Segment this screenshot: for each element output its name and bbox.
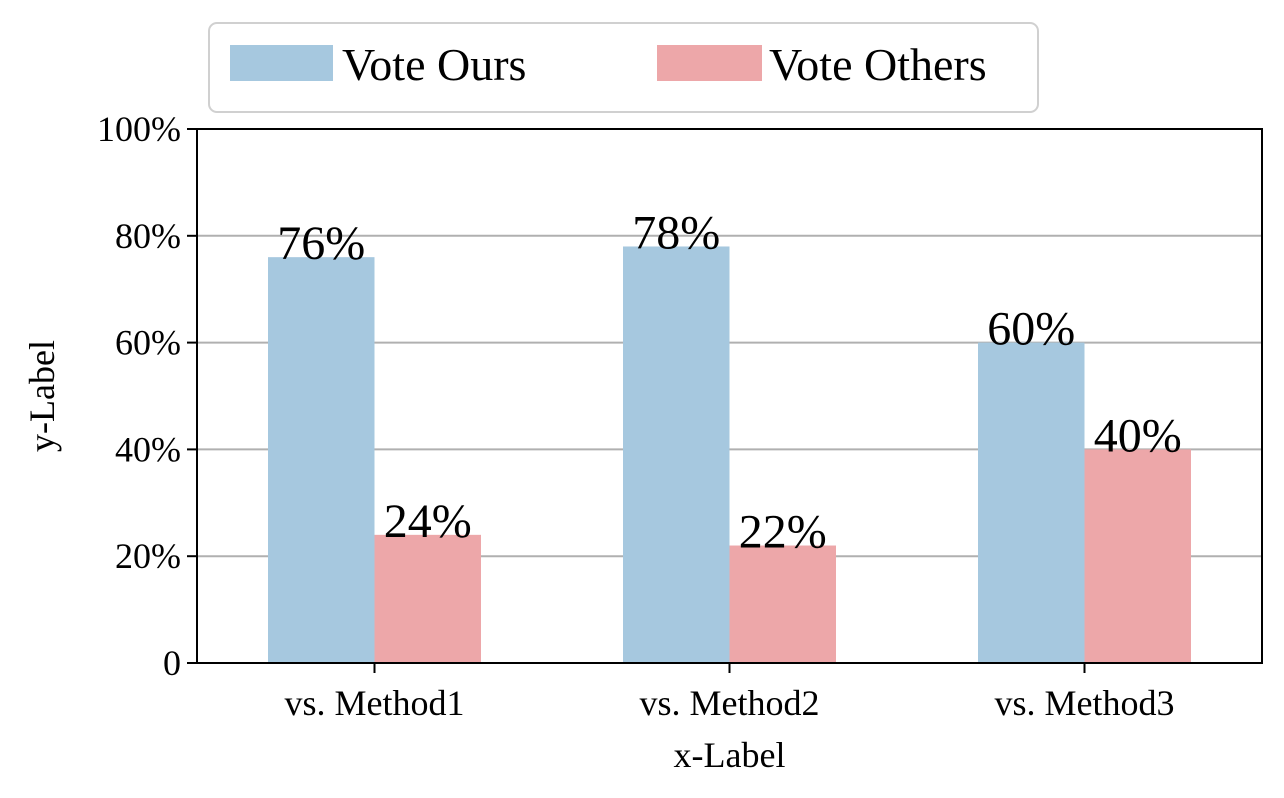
bar	[729, 545, 836, 663]
data-label: 24%	[384, 495, 472, 548]
data-labels: 76% 24% 78% 22% 60% 40%	[277, 206, 1181, 558]
legend-swatch-vote-others	[657, 45, 762, 81]
x-tick-label: vs. Method2	[640, 683, 820, 723]
data-label: 76%	[277, 217, 365, 270]
data-label: 22%	[739, 506, 827, 559]
y-tick-label: 100%	[97, 109, 181, 149]
legend-swatch-vote-ours	[230, 45, 333, 81]
legend-label-vote-ours: Vote Ours	[342, 39, 526, 90]
data-label: 60%	[987, 303, 1075, 356]
y-tick-label: 40%	[115, 429, 181, 469]
y-tick-label: 0	[163, 643, 181, 683]
x-tick-label: vs. Method1	[285, 683, 465, 723]
bar	[978, 342, 1085, 663]
bar	[1084, 449, 1191, 663]
y-axis-ticks: 0 20% 40% 60% 80% 100%	[97, 109, 197, 683]
y-tick-label: 20%	[115, 536, 181, 576]
bar	[623, 246, 730, 664]
data-label: 40%	[1094, 409, 1182, 462]
bar	[374, 534, 481, 663]
x-tick-label: vs. Method3	[995, 683, 1175, 723]
legend-frame	[208, 22, 1039, 113]
y-axis-label: y-Label	[22, 340, 62, 452]
bar	[268, 257, 375, 663]
legend-label-vote-others: Vote Others	[769, 39, 987, 90]
data-label: 78%	[632, 206, 720, 259]
legend: Vote Ours Vote Others	[208, 22, 1039, 113]
x-axis-label: x-Label	[674, 735, 786, 775]
bars	[268, 246, 1191, 664]
y-tick-label: 80%	[115, 216, 181, 256]
y-tick-label: 60%	[115, 323, 181, 363]
x-axis-ticks: vs. Method1 vs. Method2 vs. Method3	[285, 663, 1175, 723]
